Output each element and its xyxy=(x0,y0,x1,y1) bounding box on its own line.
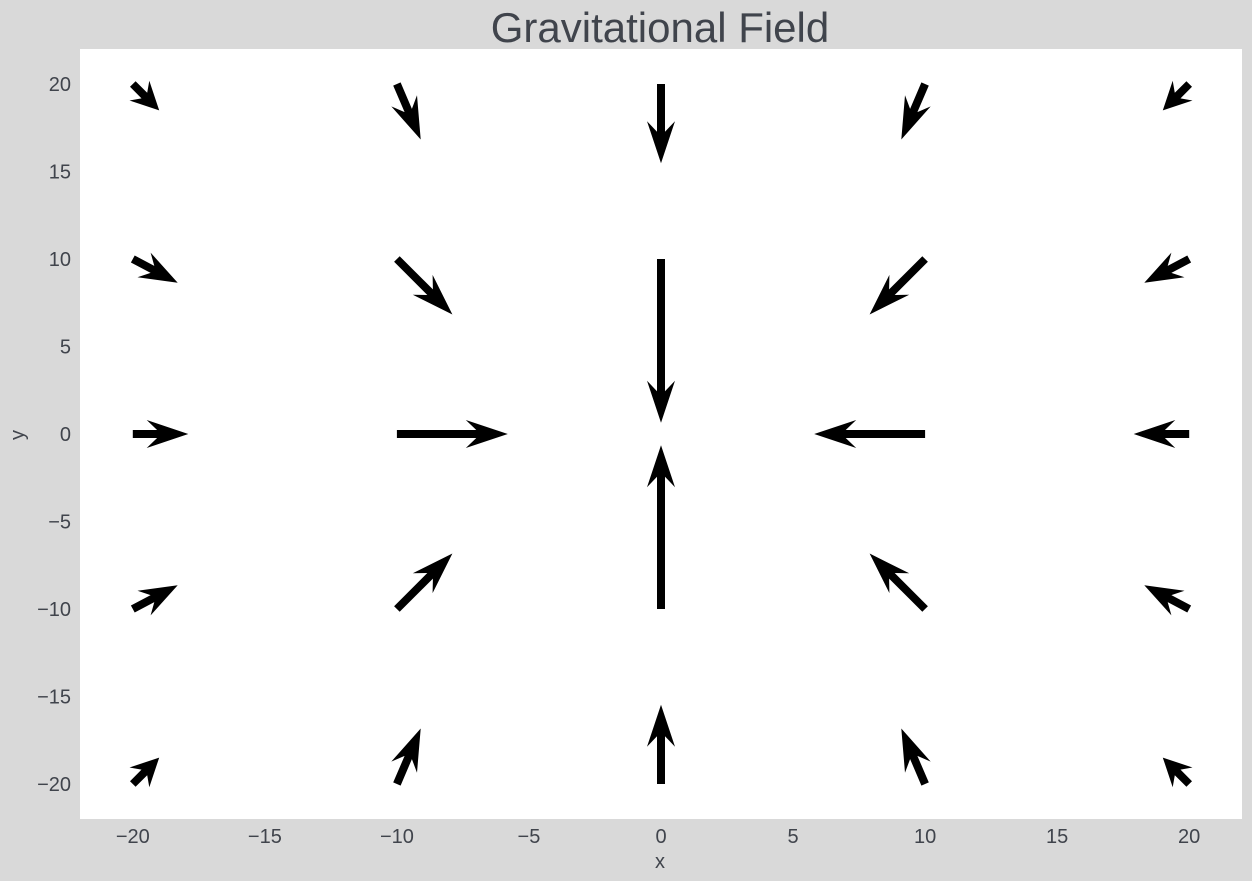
vector-arrow xyxy=(130,585,178,616)
x-tick-label: 0 xyxy=(655,826,666,848)
y-tick-label: 5 xyxy=(60,337,71,359)
vector-arrow xyxy=(647,445,675,609)
x-tick-label: 20 xyxy=(1178,826,1200,848)
x-tick-label: −10 xyxy=(380,826,414,848)
x-tick-label: −5 xyxy=(518,826,541,848)
vector-arrow xyxy=(1144,252,1192,283)
y-tick-labels: −20 −15 −10 −5 0 5 10 15 20 xyxy=(37,74,71,796)
vector-arrow xyxy=(901,82,931,140)
y-tick-label: 10 xyxy=(49,249,71,271)
x-tick-label: 10 xyxy=(914,826,936,848)
vector-arrow xyxy=(1162,80,1193,111)
y-tick-label: 0 xyxy=(60,424,71,446)
vector-arrow xyxy=(647,84,675,164)
chart-title: Gravitational Field xyxy=(491,4,829,51)
vector-arrow xyxy=(391,728,421,786)
y-tick-label: −5 xyxy=(48,512,71,534)
vector-arrow xyxy=(1133,420,1190,448)
y-tick-label: −20 xyxy=(37,774,71,796)
vector-arrow xyxy=(869,553,928,612)
vector-arrow xyxy=(129,757,160,788)
x-tick-label: 15 xyxy=(1046,826,1068,848)
vector-arrow xyxy=(869,256,928,315)
vector-arrow xyxy=(130,252,178,283)
vector-arrow xyxy=(1162,757,1193,788)
vector-arrow xyxy=(1144,585,1192,616)
y-tick-label: 20 xyxy=(49,74,71,96)
vector-arrow xyxy=(394,256,453,315)
x-tick-label: 5 xyxy=(787,826,798,848)
vector-arrow xyxy=(391,82,421,140)
vector-arrow xyxy=(814,420,926,448)
vector-arrows xyxy=(129,80,1193,788)
x-tick-labels: −20 −15 −10 −5 0 5 10 15 20 xyxy=(116,826,1200,848)
vector-arrow xyxy=(132,420,189,448)
vector-arrow xyxy=(647,259,675,423)
y-tick-label: 15 xyxy=(49,162,71,184)
vector-arrow xyxy=(396,420,508,448)
vector-arrow xyxy=(901,728,931,786)
y-tick-label: −15 xyxy=(37,687,71,709)
vector-arrow xyxy=(129,80,160,111)
x-tick-label: −15 xyxy=(248,826,282,848)
x-tick-label: −20 xyxy=(116,826,150,848)
x-axis-label: x xyxy=(655,851,665,873)
vector-arrow xyxy=(647,704,675,784)
y-axis-label: y xyxy=(7,430,29,440)
plot-area xyxy=(80,49,1242,819)
y-tick-label: −10 xyxy=(37,599,71,621)
vector-arrow xyxy=(394,553,453,612)
